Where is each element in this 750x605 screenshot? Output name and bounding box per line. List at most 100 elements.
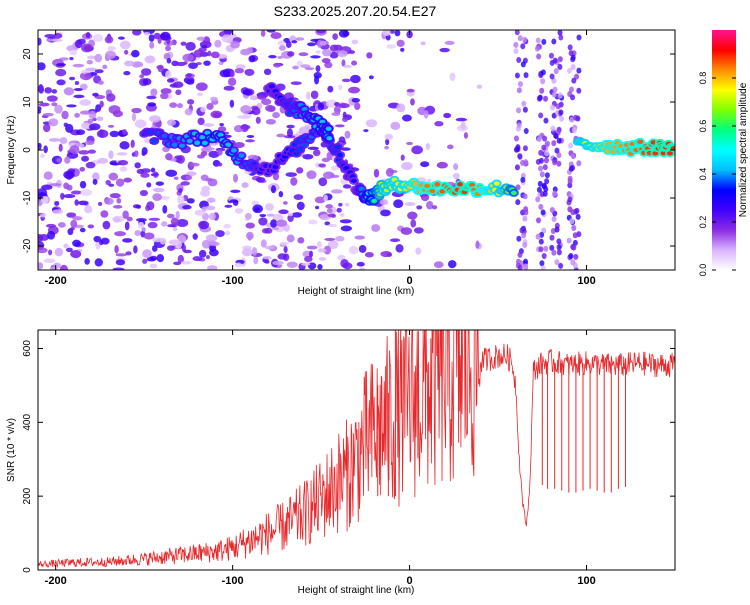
heatmap-cell <box>475 240 480 249</box>
heatmap-cell <box>544 178 550 185</box>
heatmap-cell <box>521 232 527 239</box>
heatmap-cell <box>540 69 546 76</box>
snr-y-label: SNR (10 * v/v) <box>6 418 17 482</box>
heatmap-cell <box>80 189 93 197</box>
heatmap-cell <box>108 172 119 181</box>
x-tick-label: 0 <box>407 275 413 287</box>
heatmap-cell <box>400 227 413 235</box>
heatmap-cell <box>268 54 277 59</box>
heatmap-cell <box>395 244 404 253</box>
heatmap-cell <box>43 171 53 180</box>
heatmap-cell <box>365 119 378 128</box>
heatmap-cell <box>568 142 574 149</box>
heatmap-cell <box>93 235 102 243</box>
heatmap-cell <box>266 213 275 217</box>
heatmap-cell <box>234 262 243 268</box>
heatmap-cell <box>406 88 415 93</box>
heatmap-cell <box>513 135 519 142</box>
heatmap-cell <box>576 87 582 94</box>
heatmap-cell <box>55 68 67 77</box>
heatmap-cell <box>420 41 426 46</box>
heatmap-cell <box>543 95 549 102</box>
heatmap-cell <box>152 193 162 202</box>
heatmap-cell <box>184 108 193 116</box>
heatmap-cell <box>554 147 560 154</box>
heatmap-cell <box>79 110 91 115</box>
heatmap-cell <box>143 31 151 36</box>
heatmap-cell <box>542 164 548 171</box>
heatmap-cell <box>104 197 114 205</box>
heatmap-cell <box>539 260 545 267</box>
heatmap-cell <box>51 89 58 94</box>
heatmap-cell <box>551 38 557 45</box>
heatmap-cell <box>246 231 254 240</box>
heatmap-cell <box>152 237 165 243</box>
heatmap-cell <box>476 84 483 89</box>
heatmap-cell <box>285 172 297 177</box>
heatmap-cell <box>323 171 334 179</box>
heatmap-cell <box>341 78 351 83</box>
heatmap-cell <box>429 188 436 194</box>
heatmap-cell <box>59 137 68 145</box>
heatmap-cell <box>60 192 65 200</box>
heatmap-cell <box>548 52 554 59</box>
heatmap-cell <box>568 253 574 260</box>
heatmap-cell <box>455 117 468 122</box>
heatmap-cell <box>204 130 211 135</box>
heatmap-cell <box>396 103 406 113</box>
heatmap-cell <box>310 55 321 59</box>
heatmap-cell <box>572 232 578 239</box>
heatmap-cell <box>87 149 96 154</box>
heatmap-cell <box>298 126 311 135</box>
heatmap-ridge <box>572 136 675 158</box>
heatmap-cell <box>341 59 346 67</box>
heatmap-cell <box>264 203 274 211</box>
x-tick-label: -200 <box>45 575 67 587</box>
heatmap-cell <box>516 87 522 94</box>
heatmap-cell <box>105 50 117 60</box>
heatmap-cell <box>132 30 142 36</box>
heatmap-cell <box>522 106 528 113</box>
heatmap-cell <box>287 212 294 217</box>
heatmap-cell <box>514 72 520 79</box>
heatmap-cell <box>557 63 563 70</box>
heatmap-cell <box>515 144 521 151</box>
heatmap-cell <box>235 64 246 70</box>
heatmap-cell <box>278 190 284 198</box>
heatmap-cell <box>558 262 564 269</box>
heatmap-cell <box>556 238 562 245</box>
colorbar-tick-label: 0.4 <box>698 168 708 181</box>
heatmap-cell <box>51 38 63 42</box>
heatmap-cell <box>97 157 109 164</box>
heatmap-cell <box>431 205 438 210</box>
heatmap-cell <box>434 182 441 187</box>
colorbar-tick-label: 0.8 <box>698 72 708 85</box>
heatmap-cell <box>380 251 392 258</box>
heatmap-cell <box>314 75 320 85</box>
heatmap-cell <box>264 260 270 264</box>
heatmap-cell <box>316 30 326 34</box>
heatmap-cell <box>350 74 361 84</box>
heatmap-cell <box>56 63 67 67</box>
heatmap-cell <box>142 78 152 86</box>
heatmap-cell <box>143 232 155 240</box>
heatmap-cell <box>327 213 336 218</box>
heatmap-cell <box>571 77 577 84</box>
heatmap-cell <box>329 44 339 52</box>
heatmap-cell <box>188 62 198 70</box>
heatmap-cell <box>146 256 156 262</box>
heatmap-cell <box>339 212 345 217</box>
heatmap-cell <box>52 209 64 215</box>
heatmap-cell <box>351 97 360 103</box>
heatmap-cell <box>194 140 201 146</box>
heatmap-cell <box>141 227 146 232</box>
heatmap-cell <box>555 103 561 110</box>
heatmap-cell <box>557 92 563 99</box>
heatmap-cell <box>272 164 279 170</box>
heatmap-cell <box>112 110 124 118</box>
heatmap-cell <box>542 135 548 142</box>
heatmap-cell <box>92 172 100 181</box>
heatmap-cell <box>297 237 305 244</box>
heatmap-cell <box>549 234 555 241</box>
heatmap-cell <box>354 235 366 240</box>
